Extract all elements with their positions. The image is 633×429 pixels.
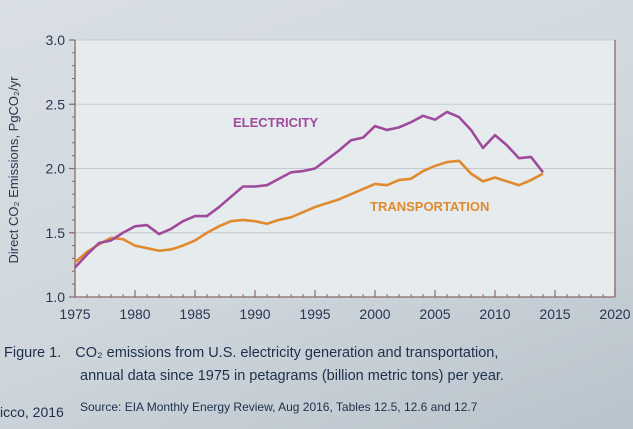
y-tick-label: 1.0 [46, 289, 66, 305]
series-label-electricity: ELECTRICITY [233, 115, 319, 130]
credit: icco, 2016 [0, 404, 64, 420]
x-tick-label: 1980 [119, 306, 150, 322]
x-tick-label: 1995 [299, 306, 330, 322]
caption-line-2: annual data since 1975 in petagrams (bil… [80, 368, 504, 384]
y-tick-label: 1.5 [46, 225, 66, 241]
figure-label: Figure 1. [4, 345, 62, 361]
x-tick-label: 2000 [359, 306, 390, 322]
y-tick-label: 2.0 [46, 161, 66, 177]
x-tick-label: 1985 [179, 306, 210, 322]
x-tick-label: 1975 [59, 306, 90, 322]
y-axis-label: Direct CO₂ Emissions, PgCO₂/yr [6, 76, 21, 264]
x-tick-label: 2005 [419, 306, 450, 322]
x-tick-label: 2020 [599, 306, 630, 322]
source-note: Source: EIA Monthly Energy Review, Aug 2… [80, 400, 478, 414]
series-line-transportation [74, 159, 544, 264]
series-line-electricity [74, 110, 545, 269]
x-tick-label: 2015 [539, 306, 570, 322]
caption-line-1: CO₂ emissions from U.S. electricity gene… [75, 345, 499, 361]
y-tick-label: 2.5 [46, 96, 66, 112]
x-tick-label: 1990 [239, 306, 270, 322]
figure-caption: Figure 1. CO₂ emissions from U.S. electr… [4, 345, 498, 361]
x-tick-label: 2010 [479, 306, 510, 322]
y-tick-label: 3.0 [46, 32, 66, 48]
series-label-transportation: TRANSPORTATION [370, 199, 489, 214]
